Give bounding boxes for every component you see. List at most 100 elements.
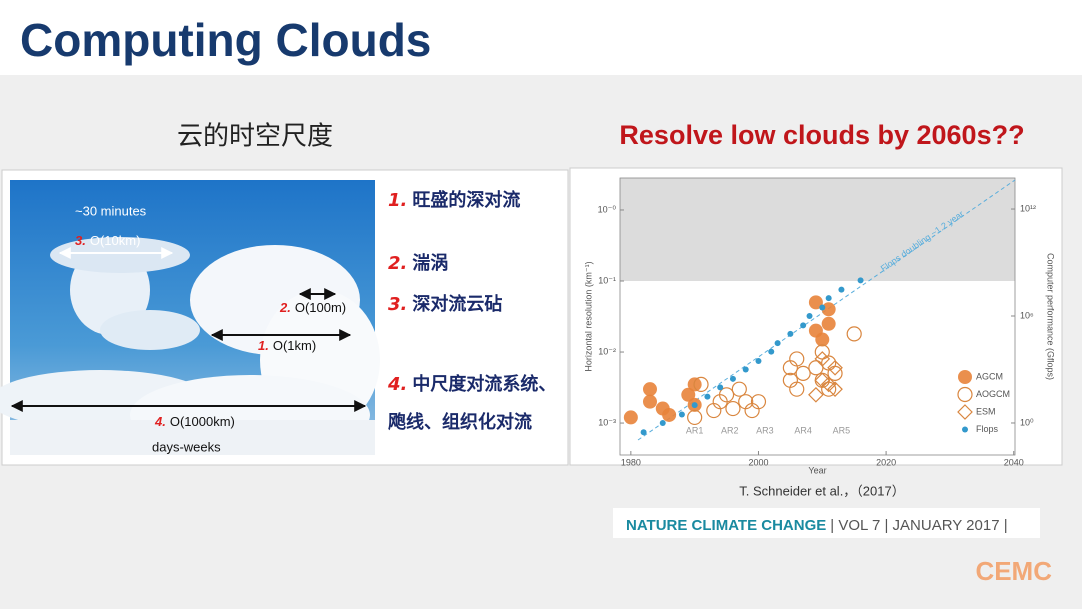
data-point bbox=[768, 348, 775, 355]
data-point bbox=[789, 351, 805, 367]
photo-label: 2. O(100m) bbox=[279, 300, 346, 315]
legend-label: AOGCM bbox=[976, 389, 1010, 399]
y2-tick-label: 10⁶ bbox=[1020, 310, 1034, 320]
item-number: 1. bbox=[388, 190, 407, 211]
journal-name: NATURE CLIMATE CHANGE bbox=[626, 517, 826, 534]
data-point bbox=[774, 340, 781, 347]
item-text: 中尺度对流系统、 bbox=[412, 373, 556, 395]
label-text: O(100m) bbox=[295, 300, 346, 315]
data-point bbox=[789, 381, 805, 397]
item-text: 旺盛的深对流 bbox=[412, 189, 520, 211]
journal-line: NATURE CLIMATE CHANGE | VOL 7 | JANUARY 2… bbox=[626, 517, 1008, 534]
item-number: 2. bbox=[388, 253, 407, 274]
label-number: 1. bbox=[258, 338, 269, 353]
data-point bbox=[827, 381, 843, 398]
data-point bbox=[729, 375, 736, 382]
legend-marker bbox=[957, 404, 973, 420]
journal-box bbox=[613, 508, 1040, 538]
scale-arrows bbox=[10, 247, 367, 412]
x-axis-label: Year bbox=[808, 465, 826, 475]
data-point bbox=[838, 286, 845, 293]
trend-line bbox=[637, 179, 1016, 441]
data-point bbox=[704, 393, 711, 400]
data-point bbox=[795, 365, 811, 382]
list-item: 2. 湍涡 bbox=[388, 252, 448, 274]
legend-label: AGCM bbox=[976, 371, 1003, 381]
logo: CEMC bbox=[975, 556, 1052, 586]
y-axis-label: Horizontal resolution (km⁻¹) bbox=[583, 261, 593, 371]
annotation: AR5 bbox=[833, 425, 851, 435]
data-point bbox=[808, 386, 824, 403]
data-point bbox=[808, 295, 823, 310]
data-point bbox=[678, 411, 685, 418]
slide-title: Computing Clouds bbox=[20, 14, 431, 66]
y2-tick-label: 10¹² bbox=[1020, 203, 1036, 213]
data-point bbox=[717, 384, 724, 391]
data-point bbox=[819, 304, 826, 311]
list-item: 4. 中尺度对流系统、 bbox=[387, 373, 556, 395]
data-point bbox=[640, 429, 647, 436]
label-number: 4. bbox=[154, 414, 166, 429]
right-title: Resolve low clouds by 2060s?? bbox=[619, 120, 1024, 150]
photo-label: 3. O(10km) bbox=[75, 233, 140, 248]
data-point bbox=[623, 410, 638, 425]
data-point bbox=[827, 359, 843, 376]
y-tick-label: 10⁻¹ bbox=[598, 275, 616, 285]
data-point bbox=[814, 351, 831, 367]
label-text: O(1km) bbox=[273, 338, 316, 353]
annotation: AR1 bbox=[686, 425, 704, 435]
y2-axis-label: Computer performance (Gflops) bbox=[1046, 253, 1056, 380]
x-tick-label: 2020 bbox=[876, 457, 896, 467]
x-tick-label: 2000 bbox=[748, 457, 768, 467]
data-point bbox=[687, 409, 703, 426]
data-point bbox=[755, 357, 762, 364]
data-point bbox=[691, 402, 698, 409]
journal-info: | VOL 7 | JANUARY 2017 | bbox=[830, 517, 1007, 534]
data-point bbox=[820, 376, 837, 393]
data-point bbox=[725, 400, 741, 417]
x-tick-label: 1980 bbox=[621, 457, 641, 467]
y2-tick-label: 10⁰ bbox=[1020, 417, 1034, 427]
data-point bbox=[687, 377, 702, 392]
annotation: AR2 bbox=[721, 425, 739, 435]
data-point bbox=[681, 387, 696, 402]
legend-label: ESM bbox=[976, 406, 996, 416]
data-point bbox=[800, 322, 807, 329]
data-point bbox=[787, 330, 794, 337]
data-point bbox=[662, 407, 677, 422]
item-text: 湍涡 bbox=[412, 252, 448, 274]
data-point bbox=[731, 381, 747, 397]
data-point bbox=[821, 381, 837, 397]
photo-label: days-weeks bbox=[152, 439, 221, 454]
photo-label: 4. O(1000km) bbox=[154, 414, 235, 429]
y-tick-label: 10⁻⁰ bbox=[598, 204, 617, 214]
list-item: 飑线、组织化对流 bbox=[388, 411, 532, 433]
citation: T. Schneider et al.，（2017） bbox=[739, 483, 904, 498]
data-point bbox=[825, 295, 832, 302]
data-point bbox=[815, 332, 830, 347]
legend-label: Flops bbox=[976, 424, 999, 434]
left-subtitle: 云的时空尺度 bbox=[177, 122, 333, 152]
photo-label: ~30 minutes bbox=[75, 203, 147, 218]
data-point bbox=[821, 302, 836, 317]
list-item: 1. 旺盛的深对流 bbox=[388, 189, 520, 211]
data-point bbox=[642, 382, 657, 397]
data-point bbox=[806, 313, 813, 320]
label-text: O(10km) bbox=[90, 233, 141, 248]
label-text: O(1000km) bbox=[170, 414, 235, 429]
y-tick-label: 10⁻² bbox=[598, 346, 616, 356]
data-point bbox=[814, 372, 831, 389]
data-point bbox=[827, 365, 843, 382]
photo-label: 1. O(1km) bbox=[258, 338, 316, 353]
legend-marker bbox=[958, 370, 972, 384]
data-point bbox=[642, 394, 657, 409]
data-point bbox=[718, 387, 735, 403]
label-number: 3. bbox=[75, 233, 86, 248]
y-tick-label: 10⁻³ bbox=[598, 417, 616, 427]
item-number: 4. bbox=[387, 374, 407, 395]
item-text: 深对流云砧 bbox=[412, 293, 502, 315]
list-item: 3. 深对流云砧 bbox=[388, 293, 502, 315]
data-point bbox=[742, 366, 749, 373]
